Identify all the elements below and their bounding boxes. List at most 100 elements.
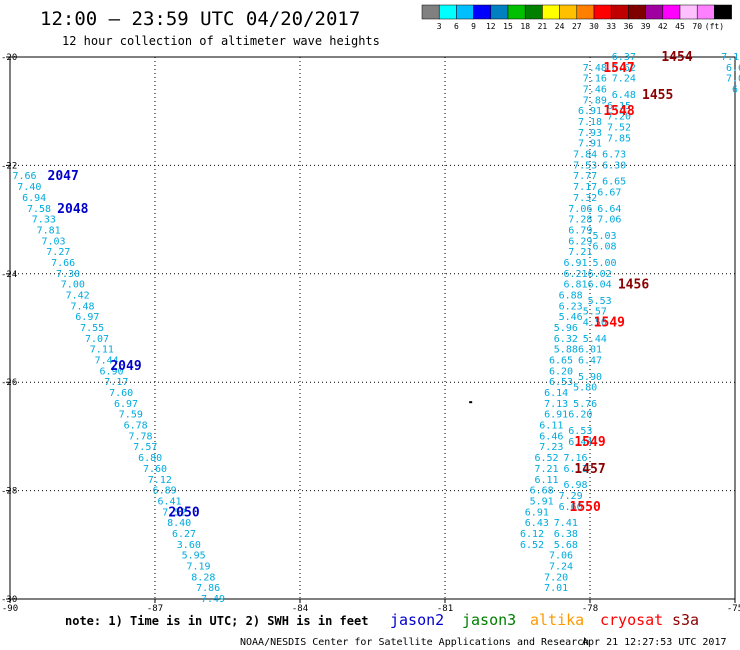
scale-label: 12: [486, 22, 496, 31]
swh-value-s3a: 7.16: [563, 453, 587, 464]
swh-value-jason2: 6.89: [153, 486, 177, 497]
swh-value-cryosat: 7.84: [573, 150, 597, 161]
swh-value-cryosat: 6.91: [563, 258, 587, 269]
scale-label: 36: [624, 22, 634, 31]
swh-value-cryosat: 7.23: [539, 442, 563, 453]
swh-value-s3a: 6: [732, 85, 738, 96]
swh-value-cryosat: 6.12: [520, 529, 544, 540]
swh-value-cryosat: 7.89: [583, 95, 607, 106]
swh-value-cryosat: 6.46: [539, 431, 563, 442]
swh-value-cryosat: 7.21: [534, 464, 558, 475]
swh-value-jason2: 7.49: [201, 594, 225, 605]
swh-color-scale: 3 6 9 12 15 18 21 24 27 30 33 36 39 42 45 70 (ft): [421, 4, 732, 31]
time-label-s3a: 1457: [574, 462, 605, 477]
swh-value-jason2: 7.78: [128, 431, 152, 442]
swh-value-jason2: 8.28: [191, 572, 215, 583]
scale-label: 70: [692, 22, 702, 31]
y-tick-label: -24: [1, 270, 17, 280]
swh-value-jason2: 6.78: [124, 421, 148, 432]
scale-label: 9: [471, 22, 476, 31]
y-tick-label: -20: [1, 53, 17, 63]
footer-timestamp: Apr 21 12:27:53 UTC 2017: [582, 637, 727, 648]
swh-value-cryosat: 5.46: [559, 312, 583, 323]
scale-label: 27: [572, 22, 582, 31]
swh-value-s3a: 7.52: [607, 122, 631, 133]
swh-value-s3a: 5.68: [554, 540, 578, 551]
swh-value-cryosat: 6.52: [520, 540, 544, 551]
swh-value-cryosat: 7.28: [568, 215, 592, 226]
scale-swatch: [628, 4, 646, 20]
swh-value-cryosat: 6.88: [559, 290, 583, 301]
swh-value-cryosat: 6.91: [525, 507, 549, 518]
swh-value-cryosat: 5.88: [554, 345, 578, 356]
swh-value-cryosat: 7.13: [544, 399, 568, 410]
swh-value-cryosat: 6.79: [568, 225, 592, 236]
swh-value-cryosat: 6.11: [534, 475, 558, 486]
swh-value-cryosat: 7.93: [578, 128, 602, 139]
swh-value-jason2: 6.80: [138, 453, 162, 464]
swh-value-jason2: 3.60: [177, 540, 201, 551]
swh-value-s3a: 6.44: [568, 437, 592, 448]
swh-value-cryosat: 7.32: [573, 193, 597, 204]
swh-value-s3a: 6.38: [554, 529, 578, 540]
swh-value-s3a: 7.24: [549, 561, 573, 572]
chart-subtitle: 12 hour collection of altimeter wave hei…: [62, 34, 380, 48]
swh-value-s3a: 7.41: [554, 518, 578, 529]
legend-jason3: jason3: [462, 611, 516, 629]
swh-value-s3a: 6.02: [588, 269, 612, 280]
time-label-cryosat: 1548: [603, 104, 634, 119]
swh-value-cryosat: 6.91: [578, 106, 602, 117]
swh-value-s3a: 7.20: [544, 572, 568, 583]
swh-value-jason2: 7.44: [95, 356, 119, 367]
swh-value-s3a: 6.60: [559, 502, 583, 513]
scale-label: 39: [641, 22, 651, 31]
time-label-jason2: 2049: [110, 359, 141, 374]
swh-value-cryosat: 6.43: [525, 518, 549, 529]
swh-value-jason2: 5.95: [182, 551, 206, 562]
swh-value-jason2: 7.48: [70, 301, 94, 312]
swh-value-jason2: 7.19: [186, 561, 210, 572]
swh-value-s3a: 7.0: [726, 74, 740, 85]
scale-swatch: [662, 4, 681, 20]
x-tick-label: -84: [292, 604, 308, 614]
legend-altika: altika: [530, 611, 584, 629]
swh-value-s3a: 6.04: [588, 280, 612, 291]
satellite-legend: jason2 jason3 altika cryosat s3a: [390, 611, 699, 629]
scale-swatch: [542, 4, 560, 20]
swh-value-s3a: 6.48: [612, 90, 636, 101]
scale-swatch: [714, 4, 732, 20]
swh-value-s3a: 7.06: [549, 551, 573, 562]
swh-value-jason2: 7.42: [66, 290, 90, 301]
swh-value-cryosat: 5.96: [554, 323, 578, 334]
y-tick-label: -30: [1, 595, 17, 605]
swh-value-jason2: 7.66: [12, 171, 36, 182]
swh-value-cryosat: 7.17: [573, 182, 597, 193]
time-label-s3a: 1456: [618, 278, 649, 293]
x-tick-label: -75: [727, 604, 740, 614]
swh-value-jason2: 6.97: [75, 312, 99, 323]
scale-label: 15: [503, 22, 513, 31]
swh-value-s3a: 6.62: [612, 63, 636, 74]
y-tick-label: -22: [1, 161, 17, 171]
swh-value-jason2: 6.97: [114, 399, 138, 410]
swh-value-cryosat: 7.91: [578, 139, 602, 150]
swh-value-jason2: 8.40: [167, 518, 191, 529]
swh-value-jason2: 7.60: [143, 464, 167, 475]
time-label-jason2: 2048: [57, 202, 88, 217]
swh-value-cryosat: 7.53: [573, 160, 597, 171]
footer-credit: NOAA/NESDIS Center for Satellite Applica…: [240, 637, 589, 648]
swh-value-jason2: 7.27: [46, 247, 70, 258]
swh-value-jason2: 7.30: [56, 269, 80, 280]
scale-swatch: [507, 4, 526, 20]
data-marks: 7.667.406.947.587.337.817.037.277.667.30…: [12, 52, 740, 605]
scale-label: 30: [589, 22, 599, 31]
swh-value-s3a: 6.53: [568, 426, 592, 437]
footer-note: note: 1) Time is in UTC; 2) SWH is in fe…: [65, 614, 368, 628]
time-label-cryosat: 1550: [570, 500, 601, 515]
swh-value-s3a: 7.01: [544, 583, 568, 594]
swh-value-s3a: 6.30: [602, 160, 626, 171]
swh-value-s3a: 6.6: [726, 63, 740, 74]
swh-value-cryosat: 6.11: [539, 421, 563, 432]
y-tick-label: -26: [1, 378, 17, 388]
swh-value-jason2: 7.11: [90, 345, 114, 356]
